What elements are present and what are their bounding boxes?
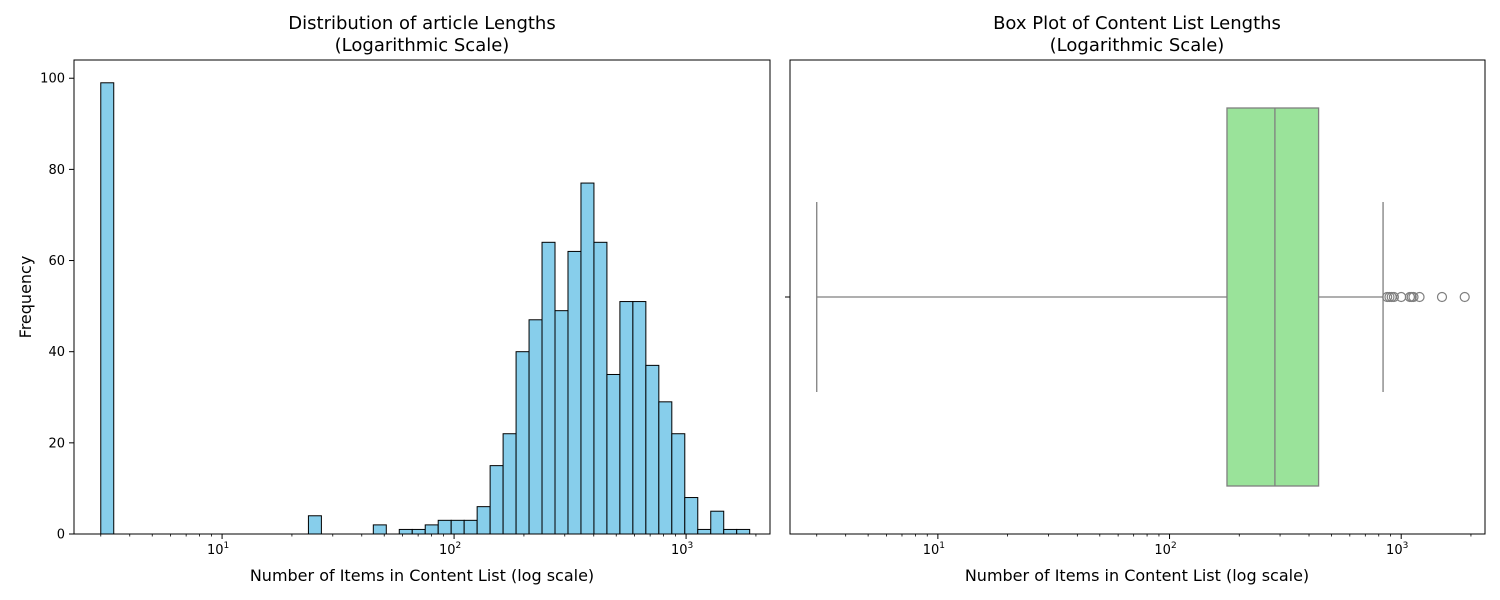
boxplot-title-line-1: Box Plot of Content List Lengths	[993, 13, 1281, 34]
histogram-x-ticks: 101 102 103	[100, 534, 757, 558]
histogram-x-tick-exponent: 3	[687, 541, 693, 551]
histogram-y-ticks: 0 20 40 60 80 100	[40, 72, 74, 543]
histogram-bar	[541, 241, 556, 535]
boxplot-outlier	[1436, 291, 1448, 303]
boxplot-box	[1226, 107, 1320, 487]
boxplot-x-tick-label: 103	[1386, 541, 1408, 558]
histogram-bar	[554, 310, 569, 535]
boxplot-outlier	[1414, 291, 1425, 303]
histogram-bar	[645, 364, 660, 535]
histogram-bar	[100, 82, 115, 535]
histogram-bar	[671, 433, 686, 535]
boxplot-panel: Box Plot of Content List Lengths (Logari…	[785, 13, 1486, 585]
histogram-bar	[710, 510, 725, 535]
histogram-bar	[697, 528, 712, 535]
histogram-bar	[437, 519, 452, 535]
histogram-title-line-2: (Logarithmic Scale)	[335, 35, 510, 56]
histogram-plot-frame	[73, 59, 771, 535]
histogram-y-axis-label: Frequency	[16, 256, 35, 339]
histogram-bar	[398, 528, 413, 535]
boxplot-title-line-2: (Logarithmic Scale)	[1050, 35, 1225, 56]
histogram-y-tick-label: 40	[48, 345, 65, 360]
histogram-bar	[515, 351, 530, 535]
boxplot-x-ticks: 101 102 103	[816, 534, 1472, 558]
boxplot-x-axis-label: Number of Items in Content List (log sca…	[965, 566, 1309, 585]
histogram-x-tick-exponent: 1	[223, 541, 229, 551]
histogram-x-tick-label: 102	[439, 541, 461, 558]
histogram-x-tick-exponent: 2	[455, 541, 461, 551]
histogram-bar	[580, 182, 595, 535]
histogram-y-tick-label: 80	[48, 163, 65, 178]
histogram-y-tick-label: 60	[48, 254, 65, 269]
boxplot-outlier	[1408, 291, 1419, 303]
histogram-bar	[593, 241, 608, 535]
histogram-bar	[567, 250, 582, 535]
histogram-bar	[736, 528, 751, 535]
boxplot-x-tick-label: 101	[923, 541, 945, 558]
histogram-bar	[307, 515, 322, 535]
histogram-bar	[684, 497, 699, 535]
histogram-y-tick-label: 20	[48, 436, 65, 451]
histogram-bar	[658, 401, 673, 535]
histogram-bar	[723, 528, 738, 535]
histogram-x-axis-label: Number of Items in Content List (log sca…	[250, 566, 594, 585]
histogram-bar	[476, 506, 491, 535]
histogram-bar	[424, 524, 439, 535]
histogram-y-tick-label: 0	[57, 528, 65, 543]
boxplot-outlier	[1388, 291, 1399, 303]
histogram-bar	[489, 465, 504, 535]
histogram-x-tick-label: 103	[671, 541, 693, 558]
histogram-bar	[502, 433, 517, 535]
histogram-bar	[450, 519, 465, 535]
boxplot-x-tick-label: 102	[1154, 541, 1176, 558]
boxplot-x-tick-exponent: 3	[1403, 541, 1409, 551]
boxplot-marks	[816, 107, 1470, 487]
histogram-title-line-1: Distribution of article Lengths	[288, 13, 555, 34]
histogram-bar	[606, 373, 621, 535]
histogram-bar	[411, 528, 426, 535]
histogram-bar	[632, 301, 647, 535]
histogram-y-tick-label: 100	[40, 72, 65, 87]
histogram-panel: Distribution of article Lengths (Logarit…	[16, 13, 771, 585]
histogram-bar	[372, 524, 387, 535]
histogram-bar	[463, 519, 478, 535]
histogram-bar	[619, 301, 634, 535]
boxplot-outlier	[1459, 291, 1470, 303]
boxplot-x-tick-exponent: 2	[1171, 541, 1177, 551]
histogram-x-tick-label: 101	[207, 541, 229, 558]
histogram-bars	[100, 82, 751, 535]
histogram-bar	[528, 319, 543, 535]
boxplot-x-tick-exponent: 1	[939, 541, 945, 551]
